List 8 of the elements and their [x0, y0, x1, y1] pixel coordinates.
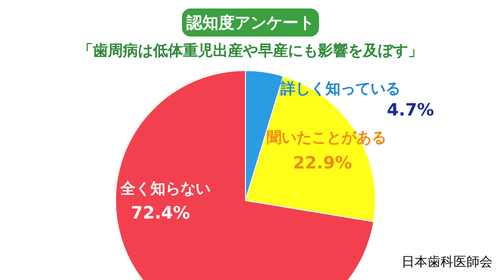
text: 日本歯科医師会: [402, 255, 492, 270]
slice-label: 詳しく知っている: [280, 80, 400, 98]
data-label: 4.7%: [386, 100, 434, 120]
data-label: 72.4%: [131, 204, 190, 224]
slice-label: 全く知らない: [120, 180, 210, 198]
chart-title: 認知度アンケート: [186, 13, 314, 32]
data-label: 22.9%: [293, 154, 352, 174]
chart-subtitle: 「歯周病は低体重児出産や早産にも影響を及ぼす」: [78, 42, 423, 60]
